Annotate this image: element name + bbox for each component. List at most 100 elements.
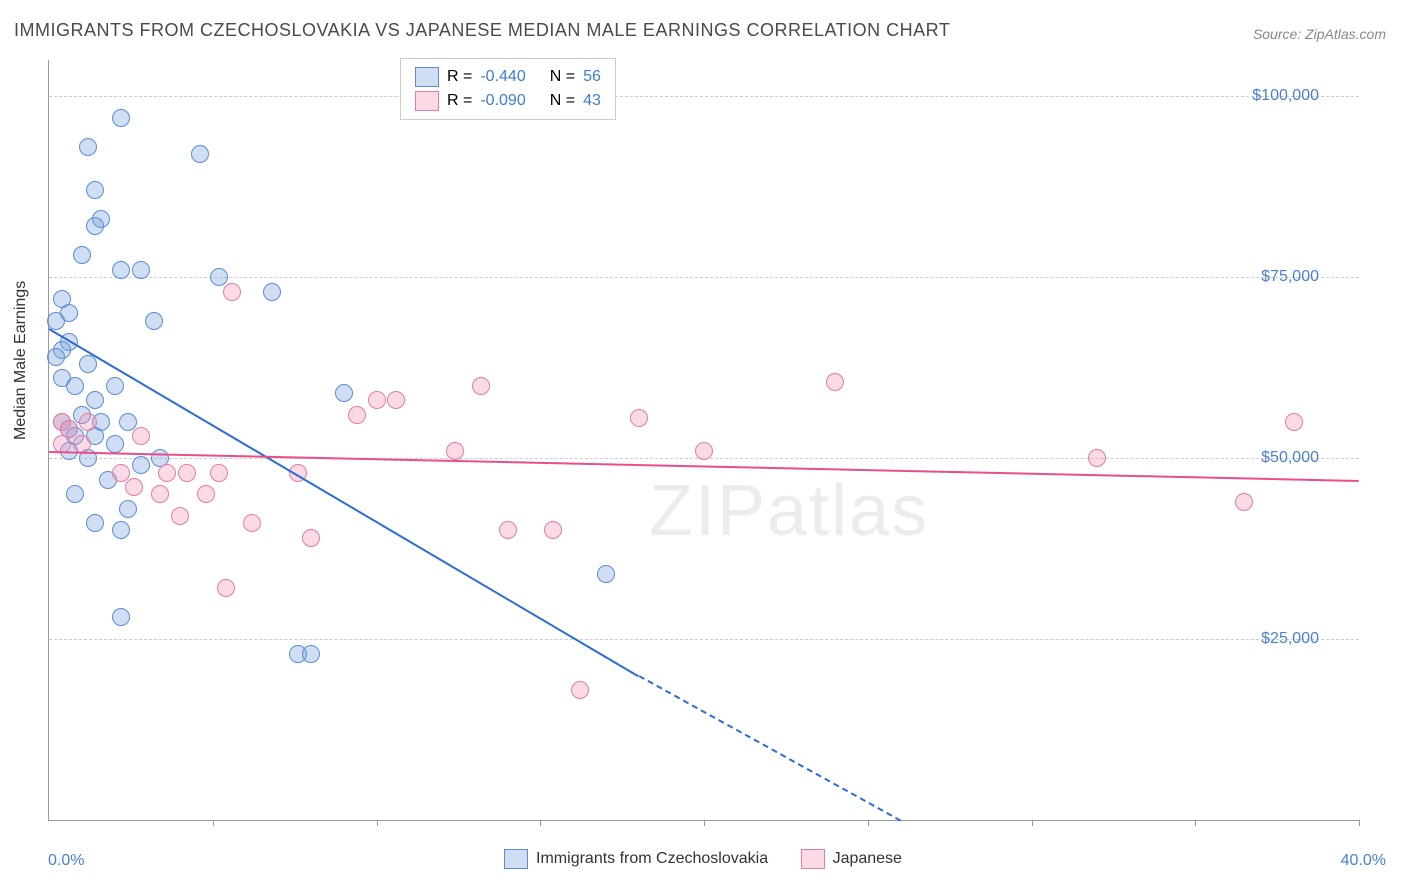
watermark: ZIPatlas: [649, 470, 929, 552]
n-value-blue: 56: [583, 65, 601, 89]
scatter-point-blue: [112, 109, 130, 127]
legend-label-blue: Immigrants from Czechoslovakia: [536, 850, 768, 868]
scatter-point-blue: [112, 261, 130, 279]
scatter-point-pink: [472, 377, 490, 395]
x-tick-mark: [1032, 820, 1033, 826]
scatter-point-pink: [695, 442, 713, 460]
scatter-point-blue: [47, 312, 65, 330]
swatch-pink: [415, 91, 439, 111]
scatter-point-pink: [1285, 413, 1303, 431]
x-tick-mark: [213, 820, 214, 826]
scatter-point-blue: [106, 377, 124, 395]
y-tick-label: $75,000: [1261, 268, 1319, 286]
scatter-point-blue: [66, 485, 84, 503]
swatch-pink: [801, 849, 825, 869]
trend-line: [48, 328, 639, 677]
legend-stats: R = -0.440 N = 56 R = -0.090 N = 43: [400, 58, 616, 120]
scatter-point-blue: [119, 500, 137, 518]
scatter-point-blue: [106, 435, 124, 453]
scatter-point-pink: [151, 485, 169, 503]
n-label: N =: [550, 65, 575, 89]
scatter-point-blue: [119, 413, 137, 431]
scatter-point-blue: [132, 261, 150, 279]
scatter-point-pink: [368, 391, 386, 409]
y-tick-label: $50,000: [1261, 449, 1319, 467]
scatter-point-pink: [217, 579, 235, 597]
scatter-point-pink: [53, 435, 71, 453]
gridline-h: [49, 639, 1359, 640]
scatter-point-pink: [223, 283, 241, 301]
scatter-point-pink: [132, 427, 150, 445]
x-tick-mark: [868, 820, 869, 826]
y-tick-label: $25,000: [1261, 630, 1319, 648]
scatter-point-blue: [210, 268, 228, 286]
scatter-point-pink: [1088, 449, 1106, 467]
swatch-blue: [415, 67, 439, 87]
scatter-point-blue: [86, 181, 104, 199]
scatter-point-blue: [66, 377, 84, 395]
scatter-point-pink: [210, 464, 228, 482]
scatter-point-pink: [1235, 493, 1253, 511]
scatter-point-pink: [171, 507, 189, 525]
x-tick-mark: [1195, 820, 1196, 826]
scatter-point-blue: [112, 521, 130, 539]
scatter-point-blue: [335, 384, 353, 402]
scatter-point-pink: [826, 373, 844, 391]
scatter-point-blue: [132, 456, 150, 474]
plot-area: ZIPatlas $25,000 $50,000 $75,000 $100,000: [48, 60, 1359, 821]
scatter-point-pink: [544, 521, 562, 539]
x-tick-mark: [377, 820, 378, 826]
y-axis-label: Median Male Earnings: [12, 281, 30, 440]
legend-stats-row: R = -0.090 N = 43: [415, 89, 601, 113]
x-tick-mark: [704, 820, 705, 826]
swatch-blue: [504, 849, 528, 869]
scatter-point-blue: [73, 246, 91, 264]
scatter-point-pink: [79, 413, 97, 431]
n-label: N =: [550, 89, 575, 113]
legend-item-pink: Japanese: [801, 849, 902, 869]
scatter-point-blue: [47, 348, 65, 366]
scatter-point-blue: [112, 608, 130, 626]
gridline-h: [49, 96, 1359, 97]
source-label: Source: ZipAtlas.com: [1253, 26, 1386, 42]
chart-title: IMMIGRANTS FROM CZECHOSLOVAKIA VS JAPANE…: [14, 20, 950, 41]
scatter-point-blue: [86, 514, 104, 532]
legend-label-pink: Japanese: [833, 850, 902, 868]
r-label: R =: [447, 89, 472, 113]
x-tick-mark: [1359, 820, 1360, 826]
legend-item-blue: Immigrants from Czechoslovakia: [504, 849, 768, 869]
chart-container: IMMIGRANTS FROM CZECHOSLOVAKIA VS JAPANE…: [0, 0, 1406, 892]
scatter-point-blue: [86, 217, 104, 235]
scatter-point-pink: [112, 464, 130, 482]
r-value-pink: -0.090: [480, 89, 525, 113]
scatter-point-pink: [499, 521, 517, 539]
scatter-point-blue: [145, 312, 163, 330]
scatter-point-blue: [597, 565, 615, 583]
scatter-point-pink: [243, 514, 261, 532]
scatter-point-pink: [178, 464, 196, 482]
r-value-blue: -0.440: [480, 65, 525, 89]
scatter-point-blue: [302, 645, 320, 663]
scatter-point-blue: [79, 138, 97, 156]
x-tick-mark: [540, 820, 541, 826]
scatter-point-pink: [73, 435, 91, 453]
gridline-h: [49, 277, 1359, 278]
legend-series: Immigrants from Czechoslovakia Japanese: [0, 849, 1406, 874]
scatter-point-pink: [348, 406, 366, 424]
scatter-point-blue: [263, 283, 281, 301]
r-label: R =: [447, 65, 472, 89]
y-tick-label: $100,000: [1252, 87, 1319, 105]
scatter-point-pink: [630, 409, 648, 427]
n-value-pink: 43: [583, 89, 601, 113]
scatter-point-blue: [86, 391, 104, 409]
legend-stats-row: R = -0.440 N = 56: [415, 65, 601, 89]
scatter-point-pink: [197, 485, 215, 503]
scatter-point-pink: [158, 464, 176, 482]
scatter-point-pink: [571, 681, 589, 699]
scatter-point-blue: [79, 355, 97, 373]
scatter-point-pink: [387, 391, 405, 409]
scatter-point-pink: [302, 529, 320, 547]
scatter-point-pink: [446, 442, 464, 460]
scatter-point-pink: [125, 478, 143, 496]
trend-line: [638, 675, 901, 822]
